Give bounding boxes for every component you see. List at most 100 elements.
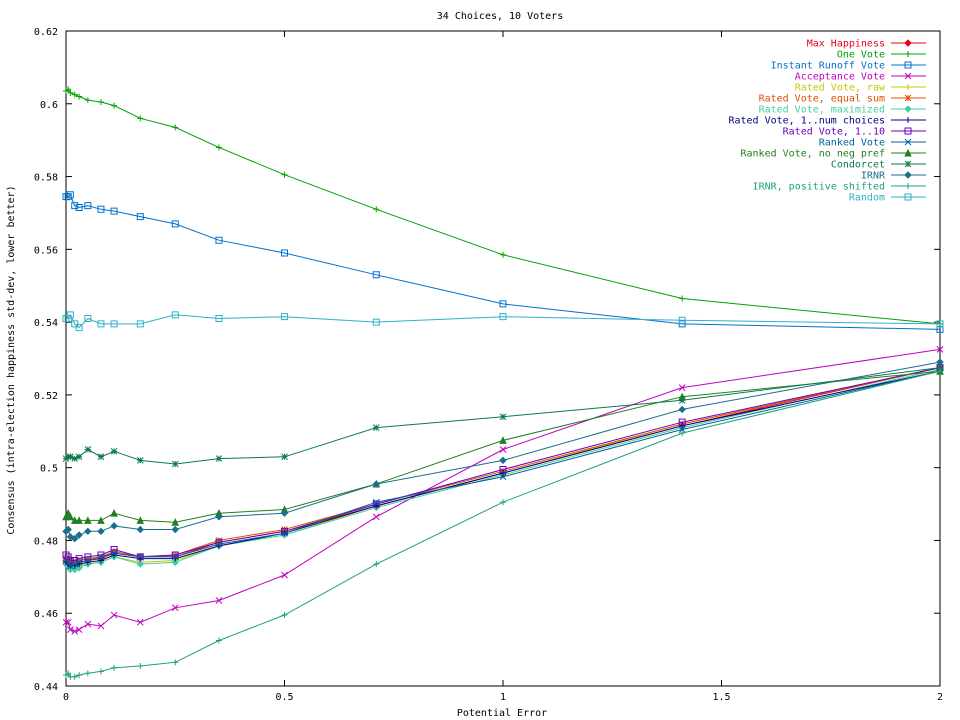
x-tick-label: 1 <box>500 692 506 703</box>
data-point <box>71 202 79 210</box>
data-point <box>75 531 83 539</box>
data-point <box>110 447 118 455</box>
data-point <box>136 618 144 626</box>
series-line <box>65 367 941 561</box>
legend-label: Random <box>849 193 885 204</box>
series-line <box>66 348 941 632</box>
y-tick-label: 0.5 <box>40 464 58 475</box>
series-1 <box>63 86 943 327</box>
series-line <box>66 367 941 565</box>
data-point <box>172 659 179 666</box>
data-point <box>97 205 105 213</box>
data-point <box>679 430 686 437</box>
legend-marker <box>904 105 912 113</box>
data-point <box>373 561 380 568</box>
data-point <box>372 318 380 326</box>
legend-marker <box>905 117 911 123</box>
data-point <box>64 618 72 626</box>
data-point <box>499 446 507 453</box>
data-point <box>62 618 70 626</box>
legend-label: One Vote <box>837 50 885 61</box>
legend-label: IRNR <box>861 171 886 182</box>
data-point <box>215 455 223 462</box>
series-13 <box>63 368 943 680</box>
data-point <box>500 470 506 477</box>
data-point <box>215 537 223 544</box>
data-point <box>75 516 83 524</box>
data-point <box>136 553 144 561</box>
legend-entry: One Vote <box>837 50 926 61</box>
data-point <box>97 453 105 461</box>
legend-entry: Rated Vote, raw <box>795 83 926 94</box>
legend-entry: Condorcet <box>831 160 926 171</box>
x-tick-label: 0 <box>63 692 69 703</box>
legend-label: Ranked Vote <box>819 138 885 149</box>
legend-marker <box>905 51 911 57</box>
legend-entry: Random <box>849 193 926 204</box>
legend-label: Rated Vote, 1..10 <box>783 127 885 138</box>
data-point <box>75 557 83 564</box>
data-point <box>84 557 92 564</box>
legend-marker <box>905 84 911 90</box>
data-point <box>215 236 223 244</box>
data-point <box>281 453 288 461</box>
data-point <box>65 86 72 93</box>
data-point <box>215 540 223 548</box>
data-point <box>75 324 83 332</box>
y-tick-label: 0.56 <box>34 245 58 256</box>
data-point <box>171 220 179 228</box>
legend-entry: Instant Runoff Vote <box>771 61 926 72</box>
data-point <box>136 525 144 534</box>
series-line <box>65 361 941 540</box>
data-point <box>936 320 944 328</box>
data-point <box>84 620 92 628</box>
legend-marker <box>904 160 912 168</box>
data-point <box>136 213 144 221</box>
legend-marker <box>904 39 912 47</box>
data-point <box>64 525 72 534</box>
data-point <box>64 314 72 322</box>
data-point <box>110 611 118 619</box>
legend-entry: Ranked Vote, no neg pref <box>741 149 926 160</box>
data-point <box>171 311 179 319</box>
y-tick-label: 0.48 <box>34 536 58 547</box>
data-point <box>372 498 380 506</box>
data-point <box>372 513 380 521</box>
data-point <box>171 558 179 566</box>
data-point <box>936 358 944 366</box>
data-point <box>171 518 180 526</box>
data-point <box>66 191 74 199</box>
y-tick-label: 0.54 <box>34 318 58 329</box>
data-point <box>110 207 118 215</box>
series-line <box>66 313 941 329</box>
legend-label: Rated Vote, equal sum <box>759 94 885 105</box>
legend-marker <box>904 72 912 80</box>
data-point <box>62 512 70 521</box>
y-axis-label: Consensus (intra-election happiness std-… <box>6 185 17 534</box>
data-point <box>499 436 507 444</box>
data-point <box>136 516 145 524</box>
data-point <box>84 202 92 210</box>
data-point <box>499 413 507 421</box>
data-point <box>97 320 105 328</box>
data-point <box>67 89 74 96</box>
data-point <box>215 314 223 322</box>
data-point <box>111 664 118 671</box>
legend-entry: IRNR <box>861 171 926 182</box>
data-point <box>171 525 179 534</box>
legend-entry: Max Happiness <box>807 39 926 50</box>
data-point <box>215 597 223 604</box>
data-point <box>281 529 288 537</box>
data-point <box>280 509 289 517</box>
data-point <box>372 480 380 488</box>
data-point <box>75 626 83 633</box>
data-point <box>281 527 288 535</box>
legend-label: Rated Vote, raw <box>795 83 886 94</box>
data-point <box>67 453 74 461</box>
data-point <box>499 465 507 473</box>
data-point <box>84 97 91 104</box>
data-point <box>64 558 72 566</box>
data-point <box>84 527 92 536</box>
legend-label: Ranked Vote, no neg pref <box>741 149 886 160</box>
data-point <box>70 516 79 524</box>
